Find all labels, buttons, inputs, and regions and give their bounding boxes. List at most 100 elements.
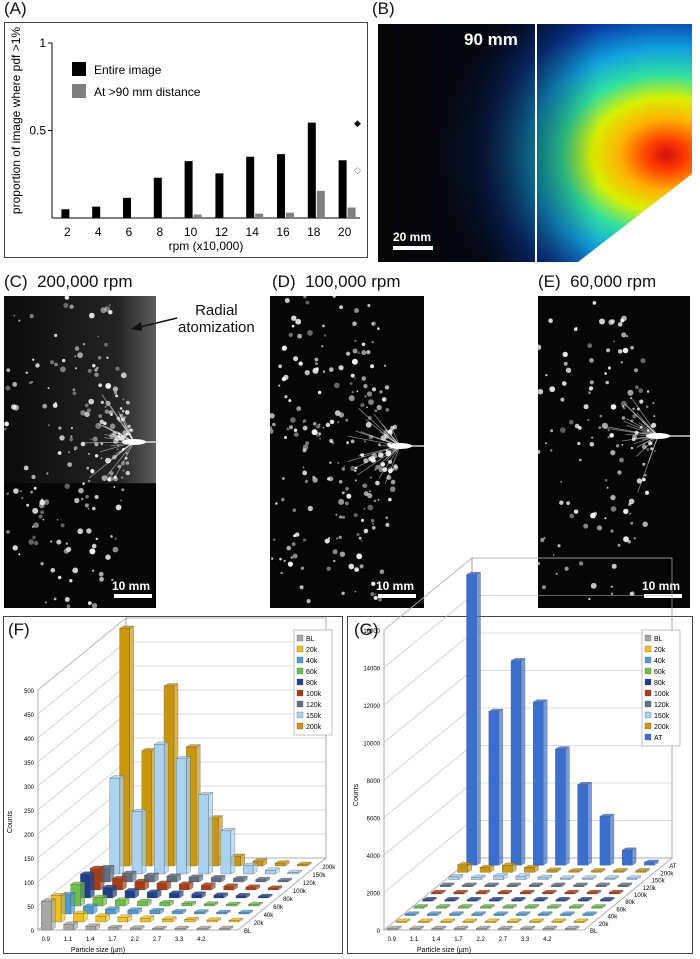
droplet	[59, 435, 65, 441]
droplet	[280, 571, 283, 575]
droplet	[288, 399, 292, 403]
droplet	[306, 599, 311, 604]
droplet	[549, 386, 556, 393]
droplet	[613, 340, 616, 343]
droplet	[72, 567, 79, 574]
droplet	[104, 405, 107, 408]
droplet	[29, 314, 34, 319]
droplet	[13, 314, 16, 317]
droplet	[621, 332, 627, 338]
droplet	[122, 430, 127, 435]
droplet	[365, 421, 372, 428]
droplet	[351, 391, 354, 394]
droplet	[113, 391, 118, 395]
droplet	[86, 466, 90, 470]
droplet	[654, 450, 656, 452]
droplet	[345, 418, 349, 422]
droplet	[68, 451, 71, 454]
droplet	[610, 404, 617, 410]
droplet	[373, 499, 377, 503]
droplet	[382, 398, 385, 401]
droplet	[383, 364, 387, 367]
droplet	[54, 402, 57, 405]
droplet	[618, 349, 623, 354]
droplet	[577, 441, 581, 446]
spray-streak	[113, 441, 135, 479]
droplet	[106, 385, 110, 389]
droplet	[540, 537, 545, 543]
droplet	[385, 522, 390, 527]
droplet	[622, 405, 625, 408]
droplet	[319, 437, 321, 440]
droplet	[112, 546, 119, 553]
droplet	[293, 428, 298, 432]
droplet	[99, 419, 105, 424]
droplet	[302, 466, 305, 469]
panel-g-frame	[347, 616, 693, 954]
droplet	[119, 407, 123, 410]
panel-label-a: (A)	[4, 0, 27, 18]
droplet	[66, 604, 71, 608]
droplet	[89, 312, 95, 319]
droplet	[109, 471, 114, 476]
droplet	[359, 564, 364, 569]
droplet	[125, 410, 130, 415]
droplet	[6, 492, 10, 496]
panel-b-image: 90 mm 20 mm	[378, 24, 692, 262]
droplet	[632, 407, 635, 410]
droplet	[104, 409, 110, 414]
droplet	[122, 469, 125, 472]
droplet	[13, 488, 19, 494]
droplet	[6, 368, 11, 373]
droplet	[357, 351, 360, 354]
droplet	[82, 482, 85, 485]
droplet	[110, 535, 113, 538]
droplet	[555, 572, 558, 575]
droplet	[590, 582, 597, 589]
droplet	[89, 548, 96, 555]
droplet	[350, 373, 355, 378]
droplet	[326, 566, 331, 571]
droplet	[60, 366, 66, 373]
droplet	[354, 339, 357, 343]
droplet	[106, 356, 109, 359]
droplet	[111, 578, 114, 582]
droplet	[627, 540, 631, 544]
droplet	[292, 508, 297, 512]
droplet	[291, 542, 296, 546]
droplet	[91, 543, 97, 549]
droplet	[74, 497, 80, 504]
droplet	[360, 540, 363, 542]
droplet	[338, 480, 343, 484]
droplet	[348, 563, 355, 570]
droplet	[629, 512, 632, 515]
droplet	[338, 412, 345, 418]
droplet	[375, 480, 380, 486]
droplet	[590, 512, 596, 519]
droplet	[646, 448, 650, 451]
droplet	[610, 494, 616, 501]
droplet	[392, 424, 398, 430]
droplet	[270, 413, 275, 419]
panel-e-rpm: 60,000 rpm	[570, 272, 657, 291]
droplet	[317, 390, 322, 395]
droplet	[621, 315, 627, 322]
droplet	[322, 426, 325, 429]
droplet	[588, 391, 591, 395]
droplet	[566, 501, 570, 505]
spray-streak	[637, 435, 659, 493]
droplet	[621, 444, 624, 446]
droplet	[81, 497, 84, 501]
panel-label-c: (C) 200,000 rpm	[4, 272, 133, 292]
droplet	[538, 449, 541, 454]
droplet	[573, 509, 579, 514]
droplet	[286, 427, 290, 431]
droplet	[315, 362, 318, 365]
droplet	[623, 407, 626, 410]
droplet	[97, 335, 99, 338]
droplet	[40, 510, 44, 514]
droplet	[304, 479, 309, 484]
droplet	[69, 437, 73, 442]
droplet	[378, 467, 384, 473]
droplet	[100, 307, 107, 314]
